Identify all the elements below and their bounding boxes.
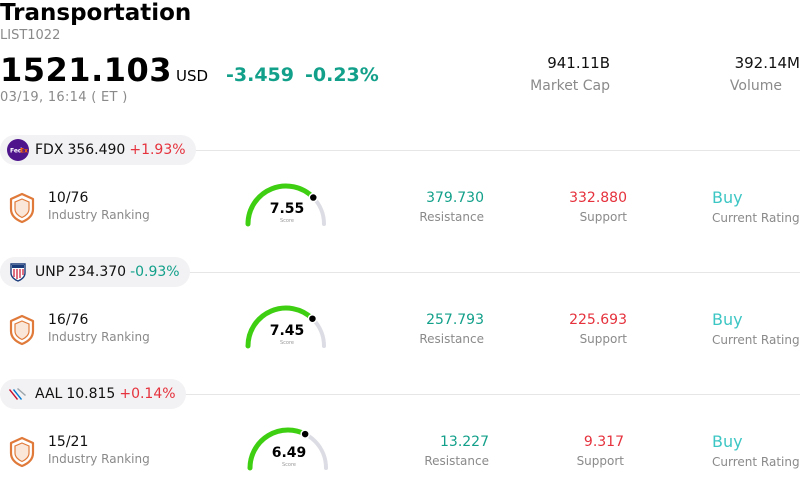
- industry-rank-label: Industry Ranking: [48, 208, 150, 222]
- american-airlines-logo-icon: [7, 383, 29, 405]
- current-rating[interactable]: Buy Current Rating: [712, 188, 800, 225]
- ranking-shield-icon: [8, 192, 36, 224]
- rating-label: Current Rating: [712, 455, 800, 469]
- support-metric: 225.693 Support: [569, 312, 627, 346]
- score-value: 6.49: [271, 445, 307, 461]
- section-divider: [0, 150, 800, 151]
- stock-pill-unp[interactable]: UNP 234.370 -0.93%: [0, 257, 190, 287]
- volume-label: Volume: [729, 78, 782, 94]
- score-gauge: [245, 183, 326, 227]
- support-value: 9.317: [583, 434, 624, 450]
- support-label: Support: [576, 454, 624, 468]
- resistance-label: Resistance: [419, 210, 484, 224]
- index-change-percent: -0.23%: [305, 64, 379, 86]
- volume-value: 392.14M: [734, 54, 800, 72]
- score-label: Score: [281, 462, 296, 468]
- market-cap-value: 941.11B: [547, 54, 610, 72]
- score-value: 7.55: [269, 201, 305, 217]
- resistance-value: 379.730: [426, 190, 484, 206]
- list-code: LIST1022: [0, 28, 61, 43]
- section-divider: [0, 272, 800, 273]
- index-price: 1521.103: [0, 51, 173, 89]
- score-label: Score: [279, 218, 294, 224]
- page-title: Transportation: [0, 0, 192, 26]
- resistance-value: 257.793: [426, 312, 484, 328]
- score-gauge-fill: [247, 427, 308, 471]
- market-cap-label: Market Cap: [530, 78, 610, 94]
- industry-rank: 10/76: [48, 190, 89, 206]
- support-label: Support: [579, 210, 627, 224]
- rating-value: Buy: [712, 188, 743, 207]
- score-gauge-marker: [300, 429, 310, 439]
- support-value: 225.693: [569, 312, 627, 328]
- resistance-label: Resistance: [419, 332, 484, 346]
- score-gauge: [247, 427, 328, 471]
- resistance-metric: 379.730 Resistance: [419, 190, 484, 224]
- industry-rank: 16/76: [48, 312, 89, 328]
- ranking-shield-icon: [8, 314, 36, 346]
- stock-change-percent: +0.14%: [119, 386, 176, 402]
- resistance-metric: 257.793 Resistance: [419, 312, 484, 346]
- score-gauge-fill: [245, 183, 316, 227]
- stock-change-percent: +1.93%: [129, 142, 186, 158]
- svg-text:Fed: Fed: [10, 148, 22, 155]
- stock-price: 10.815: [66, 386, 116, 402]
- industry-rank-label: Industry Ranking: [48, 330, 150, 344]
- union-pacific-shield-icon: [7, 261, 29, 283]
- stock-symbol: AAL: [35, 386, 63, 402]
- stock-price: 356.490: [67, 142, 126, 158]
- current-rating[interactable]: Buy Current Rating: [712, 310, 800, 347]
- svg-text:Ex: Ex: [20, 148, 28, 155]
- support-value: 332.880: [569, 190, 627, 206]
- current-rating[interactable]: Buy Current Rating: [712, 432, 800, 469]
- score-gauge: [245, 305, 326, 349]
- score-value: 7.45: [269, 323, 305, 339]
- score-gauge-marker: [307, 313, 318, 324]
- support-metric: 9.317 Support: [577, 434, 624, 468]
- resistance-metric: 13.227 Resistance: [424, 434, 489, 468]
- support-metric: 332.880 Support: [569, 190, 627, 224]
- rating-value: Buy: [712, 310, 743, 329]
- industry-rank: 15/21: [48, 434, 89, 450]
- rating-label: Current Rating: [712, 333, 800, 347]
- industry-rank-label: Industry Ranking: [48, 452, 150, 466]
- score-label: Score: [279, 340, 294, 346]
- stock-symbol: UNP: [35, 264, 65, 280]
- rating-label: Current Rating: [712, 211, 800, 225]
- section-divider: [0, 394, 800, 395]
- score-gauge-marker: [308, 192, 319, 203]
- score-gauge-fill: [245, 305, 315, 349]
- resistance-label: Resistance: [424, 454, 489, 468]
- rating-value: Buy: [712, 432, 743, 451]
- market-cap-stat: 941.11B Market Cap: [530, 54, 610, 94]
- currency-label: USD: [176, 67, 209, 85]
- stock-symbol: FDX: [35, 142, 64, 158]
- support-label: Support: [579, 332, 627, 346]
- stock-price: 234.370: [68, 264, 127, 280]
- stock-change-percent: -0.93%: [130, 264, 180, 280]
- resistance-value: 13.227: [440, 434, 489, 450]
- fedex-logo-icon: Fed Ex: [7, 139, 29, 161]
- stock-pill-aal[interactable]: AAL 10.815 +0.14%: [0, 379, 186, 409]
- ranking-shield-icon: [8, 436, 36, 468]
- stock-pill-fdx[interactable]: Fed Ex FDX 356.490 +1.93%: [0, 135, 196, 165]
- timestamp: 03/19, 16:14 ( ET ): [0, 90, 128, 105]
- volume-stat: 392.14M Volume: [730, 54, 800, 94]
- index-change: -3.459: [226, 64, 294, 86]
